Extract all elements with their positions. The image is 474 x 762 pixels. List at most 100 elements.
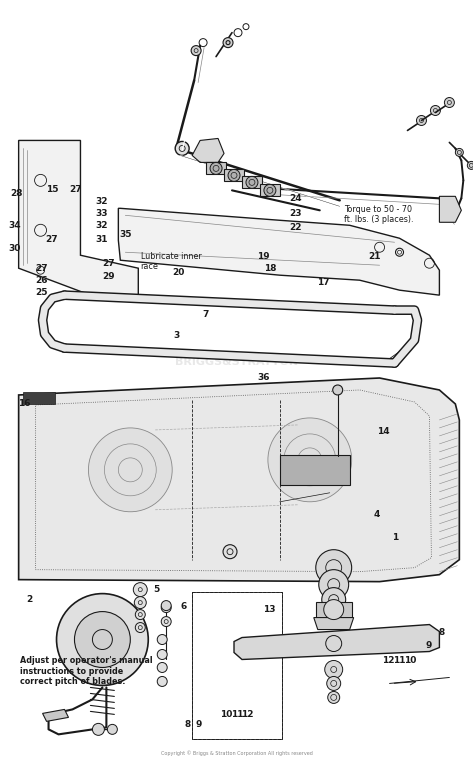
Bar <box>192 591 282 739</box>
Bar <box>192 591 282 739</box>
Text: 28: 28 <box>10 190 23 198</box>
Circle shape <box>417 116 427 126</box>
Circle shape <box>442 205 452 216</box>
Circle shape <box>157 662 167 673</box>
Bar <box>23 392 55 404</box>
Text: 10: 10 <box>404 656 416 665</box>
Text: 1: 1 <box>392 533 398 543</box>
Circle shape <box>467 162 474 169</box>
Circle shape <box>328 691 340 703</box>
Text: 30: 30 <box>9 244 21 253</box>
Circle shape <box>333 385 343 395</box>
Circle shape <box>223 37 233 47</box>
Text: Adjust per operator's manual
instructions to provide
correct pitch of blades.: Adjust per operator's manual instruction… <box>19 656 152 686</box>
Text: BRIGGS&STRATTON: BRIGGS&STRATTON <box>175 357 299 367</box>
Text: 33: 33 <box>96 209 108 218</box>
Circle shape <box>223 545 237 559</box>
Circle shape <box>56 594 148 686</box>
Text: 27: 27 <box>102 258 115 267</box>
Text: 6: 6 <box>181 603 187 611</box>
Text: 23: 23 <box>289 209 302 218</box>
Text: 7: 7 <box>202 310 209 319</box>
Circle shape <box>134 597 146 609</box>
Circle shape <box>175 142 189 155</box>
Text: 29: 29 <box>102 271 115 280</box>
Circle shape <box>316 549 352 586</box>
Text: 13: 13 <box>263 605 275 613</box>
Circle shape <box>228 169 240 181</box>
Circle shape <box>157 635 167 645</box>
Circle shape <box>210 162 222 174</box>
Polygon shape <box>224 169 244 181</box>
Circle shape <box>161 616 171 626</box>
Polygon shape <box>314 617 354 629</box>
Text: 9: 9 <box>426 641 432 650</box>
Polygon shape <box>439 197 461 223</box>
Polygon shape <box>118 208 439 295</box>
Circle shape <box>319 570 349 600</box>
Text: 35: 35 <box>119 230 132 239</box>
Text: 11: 11 <box>393 656 405 665</box>
Circle shape <box>135 610 145 620</box>
Text: 15: 15 <box>46 185 59 194</box>
Text: 5: 5 <box>154 585 160 594</box>
Circle shape <box>325 661 343 678</box>
Text: 18: 18 <box>264 264 276 273</box>
Circle shape <box>430 105 440 116</box>
Text: 12: 12 <box>241 709 254 719</box>
Text: 8: 8 <box>184 720 191 729</box>
Polygon shape <box>260 184 280 197</box>
Text: 17: 17 <box>317 277 329 287</box>
Circle shape <box>108 725 118 735</box>
Circle shape <box>264 184 276 197</box>
Text: 4: 4 <box>374 511 380 520</box>
Circle shape <box>161 600 171 610</box>
Text: 26: 26 <box>35 276 47 285</box>
Polygon shape <box>18 140 138 295</box>
Polygon shape <box>43 709 69 722</box>
Text: 36: 36 <box>257 373 270 383</box>
Text: 20: 20 <box>172 268 184 277</box>
Circle shape <box>456 149 463 156</box>
Circle shape <box>133 583 147 597</box>
Text: 2: 2 <box>26 595 32 604</box>
Text: Lubricate inner
race: Lubricate inner race <box>141 251 201 271</box>
Text: 9: 9 <box>195 720 201 729</box>
Circle shape <box>161 603 171 613</box>
Text: 27: 27 <box>46 235 58 244</box>
Circle shape <box>135 623 145 632</box>
Text: 16: 16 <box>18 399 31 408</box>
Circle shape <box>89 428 172 512</box>
Circle shape <box>246 176 258 188</box>
Polygon shape <box>234 625 439 659</box>
Circle shape <box>324 600 344 620</box>
Text: 32: 32 <box>96 221 108 230</box>
Text: 10: 10 <box>220 709 233 719</box>
Text: 27: 27 <box>35 264 48 273</box>
Text: 34: 34 <box>9 221 21 230</box>
Bar <box>280 455 350 485</box>
Text: Torque to 50 - 70
ft. lbs. (3 places).: Torque to 50 - 70 ft. lbs. (3 places). <box>344 204 413 224</box>
Circle shape <box>268 418 352 502</box>
Circle shape <box>157 677 167 687</box>
Polygon shape <box>316 601 352 617</box>
Circle shape <box>191 46 201 56</box>
Polygon shape <box>192 139 224 162</box>
Text: 3: 3 <box>173 331 180 340</box>
Text: 24: 24 <box>289 194 302 203</box>
Text: Copyright © Briggs & Stratton Corporation All rights reserved: Copyright © Briggs & Stratton Corporatio… <box>161 751 313 756</box>
Text: 14: 14 <box>377 427 390 436</box>
Text: 8: 8 <box>439 627 445 636</box>
Polygon shape <box>206 162 226 174</box>
Text: 32: 32 <box>96 197 108 206</box>
Circle shape <box>92 723 104 735</box>
Circle shape <box>327 677 341 690</box>
Text: 31: 31 <box>96 235 108 244</box>
Polygon shape <box>242 176 262 188</box>
Text: 19: 19 <box>257 251 270 261</box>
Text: 11: 11 <box>231 709 243 719</box>
Circle shape <box>322 588 346 612</box>
Text: 22: 22 <box>289 223 302 232</box>
Circle shape <box>445 98 455 107</box>
Text: 21: 21 <box>368 251 380 261</box>
